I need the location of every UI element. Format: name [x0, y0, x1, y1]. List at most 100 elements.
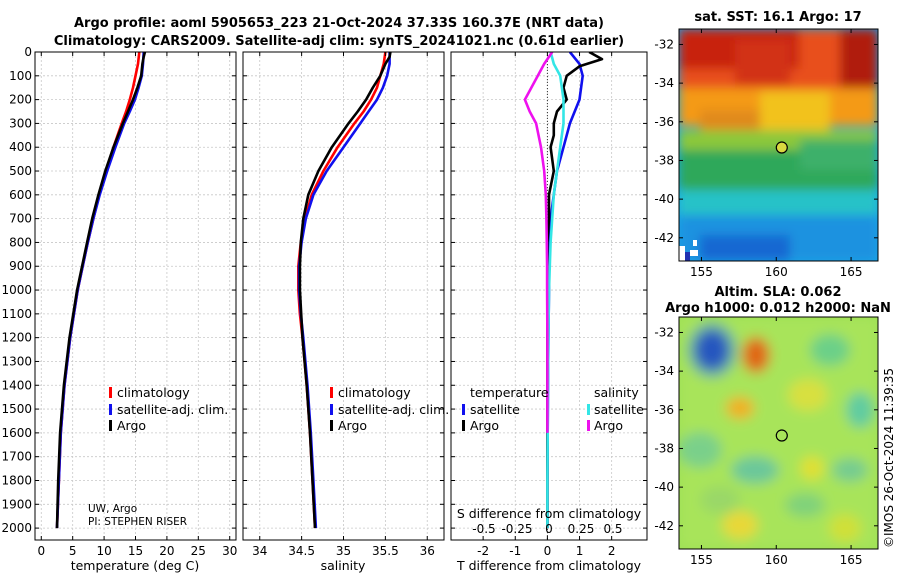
x-tick-label: 155	[690, 265, 713, 279]
legend-swatch-t-satellite	[462, 404, 465, 415]
series-group	[523, 52, 604, 529]
legend-swatch-s-argo	[587, 420, 590, 431]
top-tick-label: 0	[545, 522, 553, 536]
y-tick-label: 1700	[1, 450, 32, 464]
top-tick-label: -0.5	[472, 522, 495, 536]
legend-swatch-satellite	[330, 404, 333, 415]
y-tick-label: 400	[9, 140, 32, 154]
figure-title-line2: Climatology: CARS2009. Satellite-adj cli…	[54, 34, 624, 49]
y-tick-label: -36	[654, 403, 674, 417]
series-line-argo	[298, 52, 392, 529]
y-tick-label: 1500	[1, 402, 32, 416]
y-tick-label: -38	[654, 441, 674, 455]
axes-frame	[450, 51, 648, 541]
sla-map-title-line1: Altim. SLA: 0.062	[715, 285, 842, 300]
y-tick-label: 1900	[1, 497, 32, 511]
legend-label: Argo	[338, 418, 367, 433]
difference-panel: -2 -1 0 1 2	[450, 51, 648, 558]
y-tick-label: 1200	[1, 331, 32, 345]
sla-map-title-line2: Argo h1000: 0.012 h2000: NaN	[665, 301, 891, 316]
x-tick-label: 2	[608, 544, 616, 558]
temperature-panel: 0 5 10 15 20 25 300100200300400500600700800900…	[1, 45, 237, 558]
legend-label: Argo	[594, 418, 623, 433]
legend-swatch-s-satellite	[587, 404, 590, 415]
map-frame	[678, 28, 879, 262]
y-tick-label: 300	[9, 116, 32, 130]
argo-position-marker	[775, 141, 788, 154]
x-tick-label: -2	[477, 544, 489, 558]
difference-legend: temperature satellite Argo salinity sate…	[462, 385, 644, 433]
legend-swatch-climatology	[330, 387, 333, 398]
y-tick-label: -34	[654, 364, 674, 378]
salinity-xlabel: salinity	[321, 558, 366, 573]
legend-swatch-climatology	[109, 387, 112, 398]
x-tick-label: 36	[420, 544, 435, 558]
y-tick-label: -40	[654, 480, 674, 494]
legend-label: climatology	[338, 385, 411, 400]
y-tick-label: 700	[9, 212, 32, 226]
legend-title-salinity: salinity	[594, 385, 639, 400]
sst-map-axes: 155 160 165 -32 -34 -36 -38 -40 -42	[654, 28, 879, 279]
x-tick-label: 0	[544, 544, 552, 558]
legend-swatch-argo	[109, 420, 112, 431]
legend-swatch-satellite	[109, 404, 112, 415]
x-tick-label: 155	[690, 553, 713, 567]
y-tick-label: 800	[9, 235, 32, 249]
y-tick-label: 0	[24, 45, 32, 59]
x-tick-label: 10	[96, 544, 111, 558]
y-tick-label: -42	[654, 519, 674, 533]
x-tick-label: 25	[191, 544, 206, 558]
difference-top-label: S difference from climatology	[457, 506, 642, 521]
y-tick-label: 1800	[1, 473, 32, 487]
legend-label: satellite	[470, 402, 520, 417]
x-tick-label: 160	[765, 553, 788, 567]
y-tick-label: 600	[9, 188, 32, 202]
top-tick-label: -0.25	[501, 522, 532, 536]
y-tick-label: -34	[654, 76, 674, 90]
legend-title-temperature: temperature	[470, 385, 549, 400]
argo-position-marker	[775, 429, 788, 442]
y-tick-label: 900	[9, 259, 32, 273]
x-tick-label: 15	[128, 544, 143, 558]
difference-xlabel: T difference from climatology	[456, 558, 642, 573]
series-line-climatology	[55, 52, 141, 529]
series-group	[296, 52, 392, 529]
sla-map-image	[679, 317, 878, 549]
legend-label: Argo	[470, 418, 499, 433]
y-tick-label: 1100	[1, 307, 32, 321]
series-line-s-argo	[523, 52, 554, 433]
y-tick-label: 2000	[1, 521, 32, 535]
temperature-xlabel: temperature (deg C)	[71, 558, 200, 573]
temperature-legend: climatology satellite-adj. clim. Argo	[109, 385, 228, 433]
series-line-argo	[55, 52, 147, 529]
y-tick-label: -40	[654, 192, 674, 206]
credit-line2: PI: STEPHEN RISER	[88, 516, 187, 528]
sla-map-axes: 155 160 165 -32 -34 -36 -38 -40 -42	[654, 316, 879, 567]
x-tick-label: 165	[840, 553, 863, 567]
x-tick-label: 1	[576, 544, 584, 558]
difference-top-ticks: -0.5 -0.25 0 0.25 0.5	[472, 522, 622, 536]
y-tick-label: -42	[654, 231, 674, 245]
y-tick-label: -32	[654, 325, 674, 339]
y-tick-label: 1300	[1, 354, 32, 368]
legend-label: satellite-adj. clim.	[338, 402, 449, 417]
y-tick-label: 500	[9, 164, 32, 178]
legend-swatch-argo	[330, 420, 333, 431]
x-tick-label: 160	[765, 265, 788, 279]
y-tick-label: 200	[9, 93, 32, 107]
y-tick-label: 1000	[1, 283, 32, 297]
figure-title-line1: Argo profile: aoml 5905653_223 21-Oct-20…	[74, 16, 604, 31]
top-tick-label: 0.25	[568, 522, 595, 536]
credit-line1: UW, Argo	[88, 503, 137, 515]
y-tick-label: 1400	[1, 378, 32, 392]
legend-label: satellite	[594, 402, 644, 417]
y-tick-label: 1600	[1, 426, 32, 440]
legend-label: satellite-adj. clim.	[117, 402, 228, 417]
x-tick-label: 20	[159, 544, 174, 558]
x-tick-label: 30	[222, 544, 237, 558]
series-group	[55, 52, 147, 529]
legend-label: Argo	[117, 418, 146, 433]
salinity-panel: 34 34.5 35 35.5 36	[242, 51, 445, 558]
legend-label: climatology	[117, 385, 190, 400]
